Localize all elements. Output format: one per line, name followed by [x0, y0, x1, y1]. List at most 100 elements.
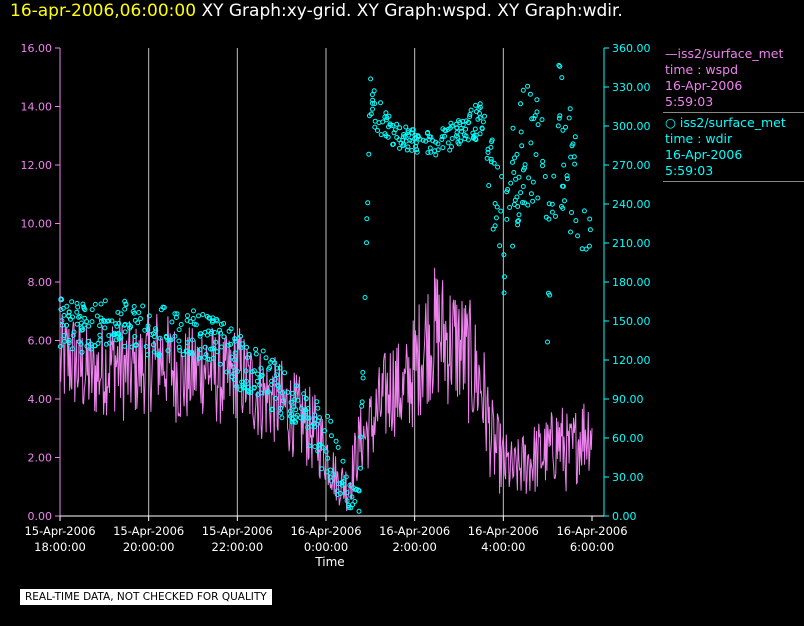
wdir-point	[534, 109, 540, 115]
wdir-point	[294, 412, 300, 418]
wdir-point	[122, 306, 128, 312]
wdir-point	[155, 352, 161, 358]
right-tick-label: 30.00	[612, 471, 644, 484]
wdir-point	[197, 331, 203, 337]
wdir-point	[528, 140, 534, 146]
wdir-point	[274, 365, 280, 371]
wdir-point	[217, 361, 223, 367]
wdir-point	[330, 472, 336, 477]
wdir-point	[97, 323, 103, 329]
wdir-point	[274, 372, 280, 378]
wdir-point	[64, 303, 70, 309]
wdir-point	[482, 113, 487, 119]
wdir-point	[360, 375, 366, 381]
right-tick-label: 240.00	[612, 198, 651, 211]
wdir-point	[189, 337, 195, 343]
right-tick-label: 90.00	[612, 393, 644, 406]
wdir-point	[208, 346, 213, 352]
wdir-point	[375, 128, 380, 133]
wdir-point	[239, 379, 245, 385]
wdir-point	[514, 151, 520, 157]
right-tick-label: 150.00	[612, 315, 651, 328]
wdir-point	[304, 415, 310, 421]
wdir-point	[563, 124, 568, 130]
left-tick-label: 10.00	[21, 218, 53, 231]
wdir-point	[528, 191, 534, 197]
wdir-point	[566, 115, 572, 121]
wdir-point	[99, 318, 104, 324]
wdir-point	[463, 126, 469, 132]
wdir-point	[292, 396, 298, 402]
wdir-point	[295, 397, 301, 403]
wdir-series	[57, 62, 593, 514]
x-tick-date: 16-Apr-2006	[556, 524, 627, 538]
wdir-point	[564, 173, 570, 179]
wdir-point	[522, 200, 528, 206]
wdir-point	[557, 113, 563, 119]
wdir-point	[545, 339, 550, 345]
wdir-point	[338, 491, 343, 496]
wdir-point	[401, 141, 406, 147]
wdir-point	[334, 488, 340, 494]
wdir-point	[568, 229, 573, 235]
right-tick-label: 210.00	[612, 237, 651, 250]
wdir-point	[178, 322, 184, 327]
left-tick-label: 16.00	[21, 42, 53, 55]
wdir-point	[106, 318, 112, 324]
wdir-point	[403, 124, 409, 130]
wdir-point	[118, 311, 124, 317]
wdir-point	[370, 106, 375, 112]
wdir-point	[414, 149, 420, 155]
wdir-point	[218, 330, 223, 336]
wdir-point	[502, 274, 507, 280]
wdir-point	[504, 189, 510, 195]
wdir-point	[306, 415, 312, 421]
wdir-point	[107, 340, 113, 346]
wdir-point	[488, 144, 494, 150]
legend: —iss2/surface_met time : wspd 16-Apr-200…	[663, 46, 804, 184]
wdir-point	[269, 378, 275, 384]
wdir-point	[369, 92, 375, 98]
left-tick-label: 2.00	[28, 452, 53, 465]
wdir-point	[440, 145, 446, 151]
wdir-point	[314, 399, 320, 405]
wdir-point	[312, 417, 318, 422]
wdir-point	[445, 140, 451, 146]
wdir-point	[94, 313, 100, 319]
right-tick-label: 270.00	[612, 159, 651, 172]
wdir-point	[113, 321, 119, 327]
wdir-point	[224, 369, 230, 375]
wdir-point	[532, 113, 538, 119]
wdir-point	[203, 352, 209, 357]
x-tick-date: 16-Apr-2006	[468, 524, 539, 538]
wdir-point	[479, 126, 485, 132]
wdir-point	[559, 75, 565, 81]
wdir-point	[88, 346, 94, 352]
wdir-point	[347, 482, 353, 488]
wdir-point	[251, 385, 257, 391]
wspd-series	[59, 267, 593, 512]
wdir-point	[238, 333, 243, 339]
wdir-point	[84, 319, 90, 324]
wdir-point	[74, 300, 80, 306]
wdir-point	[60, 305, 66, 311]
wdir-point	[277, 388, 283, 394]
wdir-point	[346, 503, 352, 509]
left-tick-label: 4.00	[28, 393, 53, 406]
wdir-point	[278, 410, 284, 416]
wdir-point	[257, 382, 263, 388]
wdir-point	[526, 175, 532, 181]
wdir-point	[266, 366, 272, 372]
wdir-point	[520, 184, 526, 189]
wdir-point	[312, 412, 318, 418]
wdir-point	[76, 314, 82, 320]
wdir-point	[515, 204, 521, 209]
wdir-point	[364, 216, 370, 222]
wdir-point	[365, 200, 371, 206]
wdir-point	[510, 159, 515, 165]
wdir-point	[153, 328, 159, 334]
wdir-point	[191, 308, 196, 314]
wdir-point	[70, 314, 75, 320]
legend-wdir: ○ iss2/surface_met time : wdir 16-Apr-20…	[663, 115, 804, 179]
wdir-point	[543, 214, 549, 220]
